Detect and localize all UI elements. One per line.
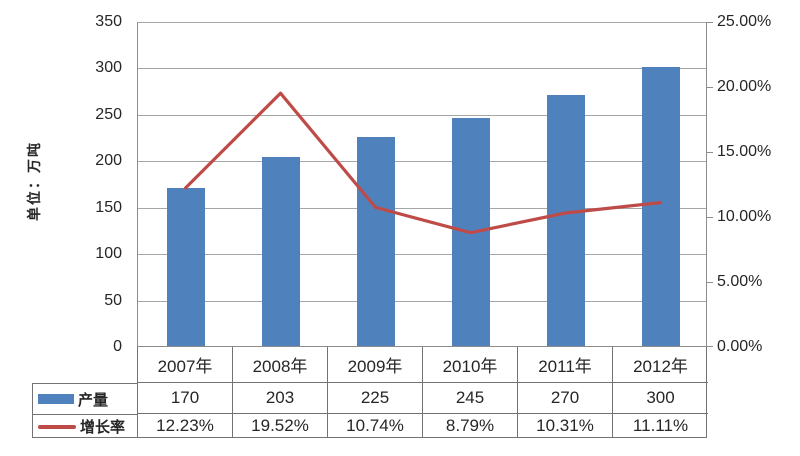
table-cell-production: 203 <box>233 383 328 414</box>
right-axis-tick-label: 15.00% <box>717 143 772 160</box>
table-cell-production: 170 <box>138 383 233 414</box>
growth-rate-line-swatch-icon <box>38 424 76 429</box>
right-axis-tick <box>706 22 713 23</box>
legend-item-growth-rate: 增长率 <box>33 415 137 438</box>
plot-area <box>137 22 713 347</box>
growth-rate-line-series <box>183 91 663 235</box>
right-axis-tick <box>706 87 713 88</box>
legend-label: 增长率 <box>80 419 126 436</box>
table-header-cell: 2012年 <box>613 347 708 383</box>
right-axis-tick-label: 0.00% <box>717 338 763 355</box>
production-bar-1 <box>262 157 300 346</box>
table-cell-growth-rate: 10.74% <box>328 414 423 438</box>
table-cell-production: 245 <box>423 383 518 414</box>
table-cell-growth-rate: 11.11% <box>632 416 689 435</box>
table-header-cell: 2009年 <box>328 347 423 383</box>
gridline <box>138 68 706 69</box>
right-axis-tick-label: 5.00% <box>717 273 763 290</box>
left-axis-tick-label: 100 <box>95 245 122 262</box>
growth-rate-line <box>183 91 663 235</box>
left-axis-tick-label: 250 <box>95 106 122 123</box>
right-axis-tick <box>706 282 713 283</box>
gridline <box>138 161 706 162</box>
table-cell-production: 270 <box>518 383 613 414</box>
left-axis-tick-label: 150 <box>95 199 122 216</box>
legend-item-production: 产量 <box>33 384 137 415</box>
table-header-cell: 2007年 <box>138 347 233 383</box>
table-cell-growth-rate: 19.52% <box>233 414 328 438</box>
left-axis-tick-label: 350 <box>95 13 122 30</box>
production-bar-0 <box>167 188 205 346</box>
legend: 产量 增长率 <box>32 383 137 438</box>
data-table: 2007年 2008年 2009年 2010年 2011年 2012年 170 203 225 2… <box>137 347 708 438</box>
gridline <box>138 22 706 23</box>
right-axis-tick-label: 20.00% <box>717 78 772 95</box>
left-axis-tick-label: 0 <box>113 338 122 355</box>
table-header-cell: 2010年 <box>423 347 518 383</box>
gridline <box>138 254 706 255</box>
table-header-cell: 2011年 <box>518 347 613 383</box>
production-bar-5 <box>642 67 680 346</box>
right-axis-tick-label: 25.00% <box>717 13 772 30</box>
right-axis-tick <box>706 346 713 347</box>
left-axis-tick-label: 200 <box>95 152 122 169</box>
production-bar-swatch-icon <box>38 394 74 404</box>
table-cell-growth-rate: 12.23% <box>138 414 233 438</box>
table-cell-production: 300 <box>613 383 708 414</box>
production-bar-2 <box>357 137 395 346</box>
table-cell-growth-rate: 8.79% <box>423 414 518 438</box>
legend-label: 产量 <box>78 391 109 409</box>
gridline <box>138 301 706 302</box>
right-axis-tick <box>706 217 713 218</box>
right-axis-tick-label: 10.00% <box>717 208 772 225</box>
right-axis-tick <box>706 152 713 153</box>
production-bar-4 <box>547 95 585 346</box>
gridline <box>138 208 706 209</box>
table-header-cell: 2008年 <box>233 347 328 383</box>
left-axis-tick-label: 300 <box>95 59 122 76</box>
table-cell-growth-rate: 10.31% <box>518 414 613 438</box>
table-cell-production: 225 <box>328 383 423 414</box>
left-axis-tick-label: 50 <box>104 292 122 309</box>
gridline <box>138 115 706 116</box>
